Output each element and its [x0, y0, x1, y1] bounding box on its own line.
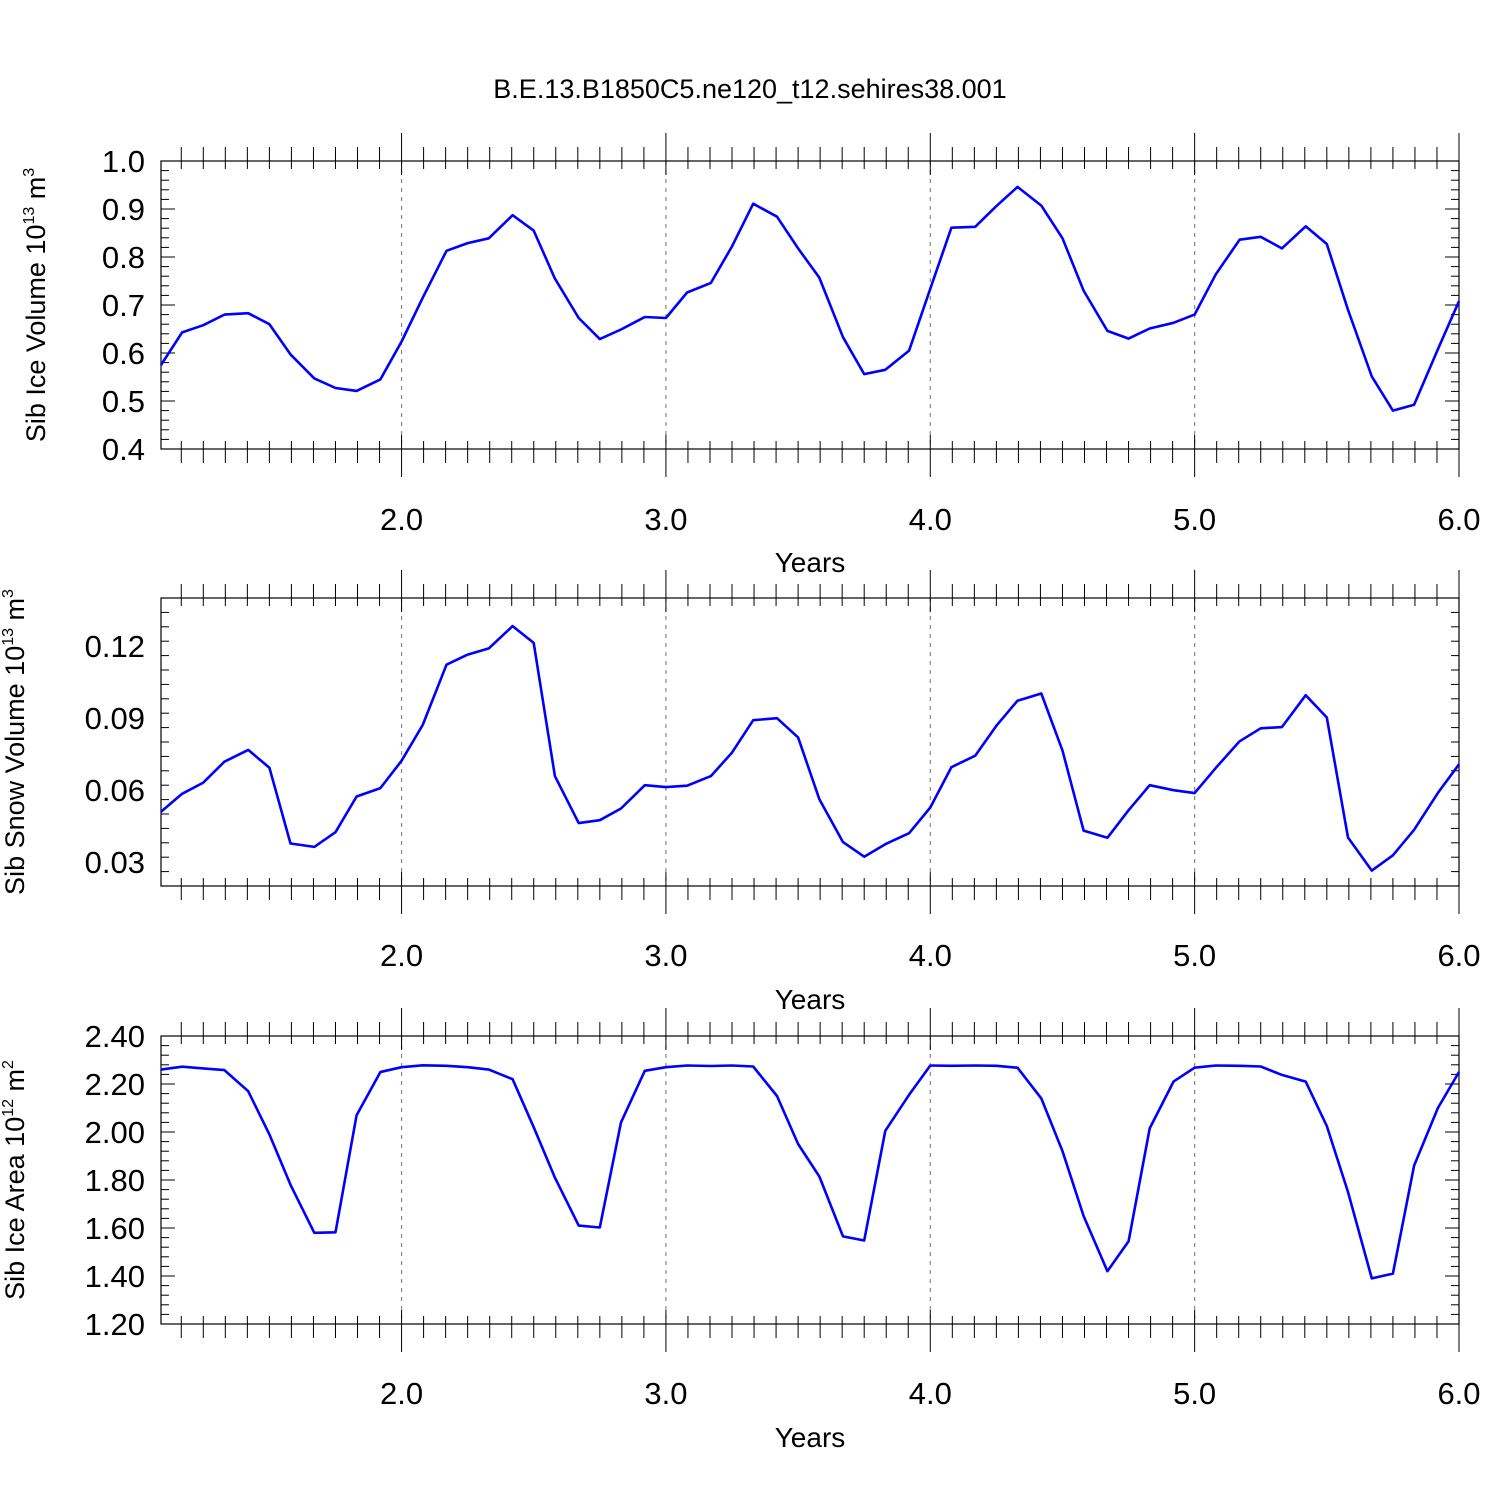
x-tick-label: 6.0 [1437, 502, 1480, 537]
figure-title: B.E.13.B1850C5.ne120_t12.sehires38.001 [493, 74, 1006, 104]
x-tick-label: 6.0 [1437, 938, 1480, 973]
ice-area-panel: 1.20 1.40 1.60 1.80 2.00 2.20 2.40 2.0 3.0 4.0 5.0… [0, 1008, 1481, 1453]
ice-volume-panel: 0.4 0.5 0.6 0.7 0.8 0.9 1.0 2.0 3.0 4.0 5.0 6.0 Year… [21, 133, 1481, 578]
x-tick-label: 4.0 [909, 938, 952, 973]
plot-frame [160, 1035, 1460, 1325]
y-label-unit-exponent: 2 [0, 1060, 17, 1069]
y-tick-label: 2.00 [85, 1115, 145, 1150]
plot-frame [160, 597, 1460, 887]
axis-ticks [161, 1008, 1460, 1352]
y-axis-label: Sib Ice Area 1012 m2 [0, 1060, 30, 1300]
axis-ticks [161, 570, 1460, 914]
y-tick-label: 2.20 [85, 1067, 145, 1102]
y-tick-label: 0.6 [102, 336, 145, 371]
snow-volume-panel: 0.03 0.06 0.09 0.12 2.0 3.0 4.0 5.0 6.0 Years Sib … [0, 570, 1481, 1015]
x-tick-label: 2.0 [380, 502, 423, 537]
y-label-exponent: 12 [0, 1099, 17, 1117]
x-tick-label: 3.0 [644, 1376, 687, 1411]
x-axis-label: Years [775, 547, 846, 578]
x-tick-label: 5.0 [1173, 1376, 1216, 1411]
y-tick-label: 1.60 [85, 1211, 145, 1246]
y-label-text: Sib Ice Volume 10 [21, 225, 51, 443]
y-tick-label: 0.4 [102, 432, 145, 467]
y-label-unit-exponent: 3 [21, 168, 38, 177]
x-tick-label: 3.0 [644, 502, 687, 537]
x-tick-label: 5.0 [1173, 502, 1216, 537]
y-tick-label: 0.9 [102, 192, 145, 227]
y-label-unit: m [0, 598, 30, 628]
x-tick-label: 4.0 [909, 502, 952, 537]
y-label-unit: m [21, 177, 51, 207]
panels: 0.4 0.5 0.6 0.7 0.8 0.9 1.0 2.0 3.0 4.0 5.0 6.0 Year… [0, 133, 1481, 1453]
x-tick-label: 4.0 [909, 1376, 952, 1411]
y-tick-label: 0.12 [85, 629, 145, 664]
y-tick-label: 0.7 [102, 288, 145, 323]
y-tick-label: 1.0 [102, 144, 145, 179]
x-axis-label: Years [775, 1422, 846, 1453]
plot-frame [160, 160, 1460, 450]
data-line [160, 1064, 1461, 1280]
y-axis-label: Sib Snow Volume 1013 m3 [0, 589, 30, 895]
y-tick-label: 0.8 [102, 240, 145, 275]
y-tick-label: 2.40 [85, 1019, 145, 1054]
x-tick-label: 2.0 [380, 938, 423, 973]
y-tick-label: 0.06 [85, 773, 145, 808]
y-tick-label: 0.5 [102, 384, 145, 419]
y-tick-label: 1.20 [85, 1307, 145, 1342]
x-axis-label: Years [775, 984, 846, 1015]
y-label-unit-exponent: 3 [0, 589, 17, 598]
y-label-exponent: 13 [21, 207, 38, 225]
y-tick-label: 1.80 [85, 1163, 145, 1198]
axis-ticks [161, 133, 1460, 477]
y-tick-label: 0.09 [85, 701, 145, 736]
y-tick-label: 1.40 [85, 1259, 145, 1294]
y-label-text: Sib Snow Volume 10 [0, 646, 30, 895]
x-tick-label: 3.0 [644, 938, 687, 973]
x-tick-label: 2.0 [380, 1376, 423, 1411]
y-label-text: Sib Ice Area 10 [0, 1117, 30, 1300]
data-line [160, 624, 1461, 872]
data-line [159, 185, 1461, 412]
y-axis-label: Sib Ice Volume 1013 m3 [21, 168, 51, 442]
y-label-unit: m [0, 1069, 30, 1099]
y-tick-label: 0.03 [85, 845, 145, 880]
x-tick-label: 6.0 [1437, 1376, 1480, 1411]
x-tick-label: 5.0 [1173, 938, 1216, 973]
y-label-exponent: 13 [0, 628, 17, 646]
